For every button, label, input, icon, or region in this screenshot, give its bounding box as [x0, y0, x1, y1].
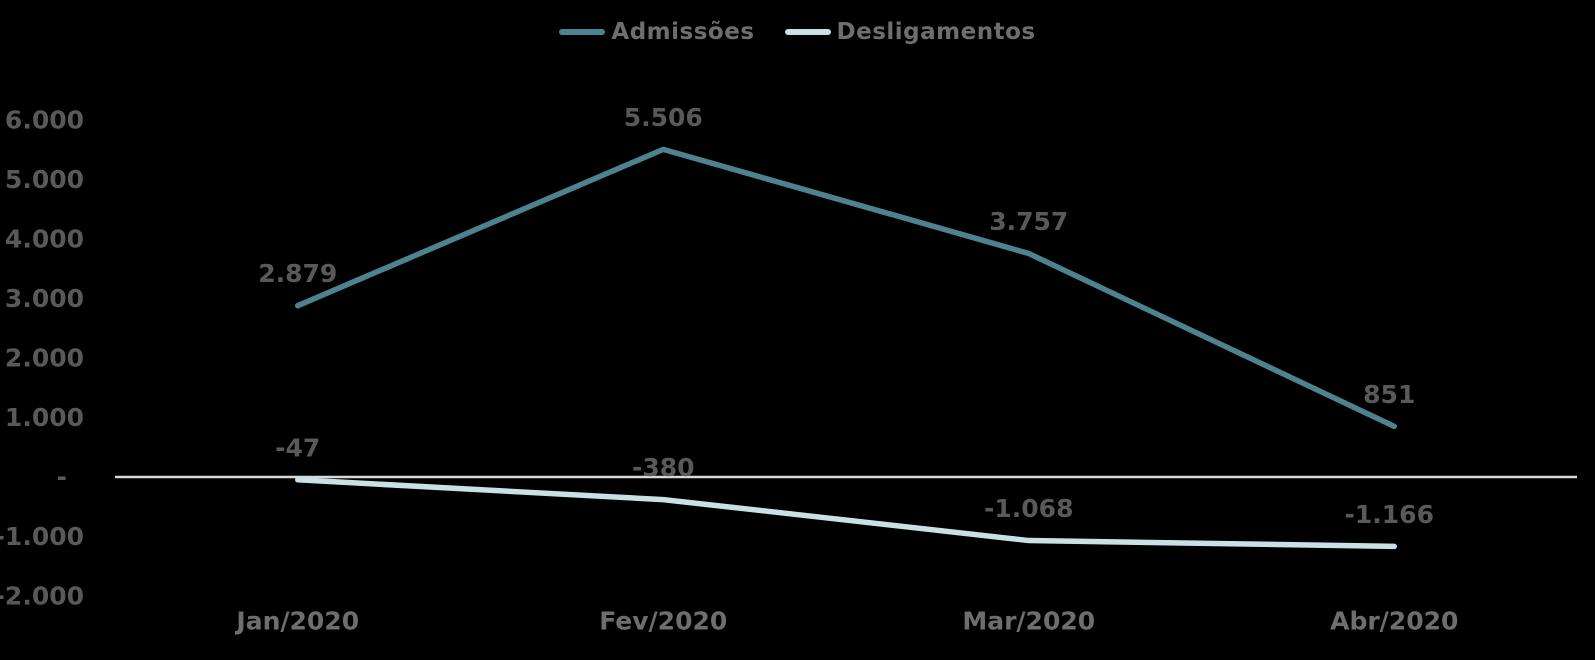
legend-item-admissoes: Admissões [559, 19, 754, 45]
data-label: -380 [632, 453, 695, 482]
y-axis-tick-label: - [57, 463, 67, 492]
x-category-label: Abr/2020 [1330, 607, 1458, 636]
legend-label-admissoes: Admissões [611, 19, 755, 45]
legend-item-desligamentos: Desligamentos [784, 19, 1036, 45]
legend-label-desligamentos: Desligamentos [836, 19, 1036, 45]
y-axis-tick-label: 1.000 [5, 403, 84, 432]
admissoes-line [295, 146, 1397, 430]
y-axis-tick-label: 2.000 [5, 344, 84, 373]
data-label: 3.757 [989, 207, 1068, 236]
chart-legend: Admissões Desligamentos [0, 19, 1595, 45]
data-label: 5.506 [624, 103, 703, 132]
y-axis-tick-label: -1.000 [0, 522, 84, 551]
data-label: 2.879 [258, 259, 337, 288]
data-label: -47 [275, 433, 320, 462]
x-category-label: Fev/2020 [599, 607, 727, 636]
legend-line-desligamentos-icon [784, 29, 831, 35]
y-axis-tick-label: 4.000 [5, 225, 84, 254]
data-label: 851 [1363, 380, 1415, 409]
x-category-label: Mar/2020 [962, 607, 1095, 636]
legend-line-admissoes-icon [559, 29, 606, 35]
y-axis-tick-label: 6.000 [5, 106, 84, 135]
y-axis-tick-label: 3.000 [5, 284, 84, 313]
y-axis-tick-label: 5.000 [5, 165, 84, 194]
data-label: -1.166 [1345, 500, 1434, 529]
y-axis-tick-label: -2.000 [0, 582, 84, 611]
data-label: -1.068 [984, 494, 1073, 523]
desligamentos-line [295, 477, 1397, 550]
x-category-label: Jan/2020 [234, 607, 359, 636]
